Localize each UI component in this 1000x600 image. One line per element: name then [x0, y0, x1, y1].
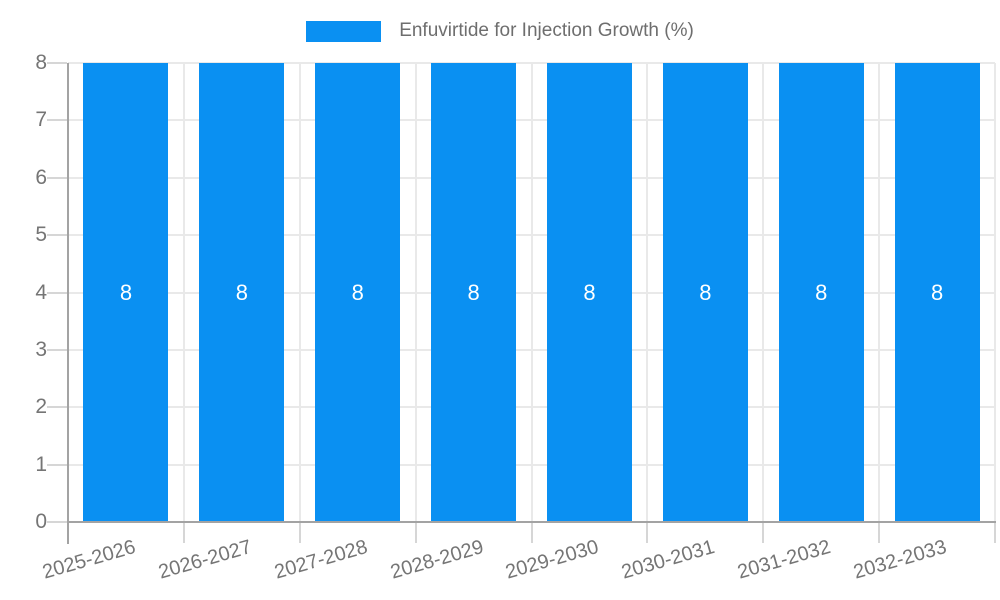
bar-value-label: 8: [815, 279, 828, 305]
y-tick-label: 5: [35, 223, 47, 247]
x-axis-tick: [762, 523, 765, 543]
bar-value-label: 8: [119, 279, 133, 305]
y-tick-label: 4: [35, 280, 47, 304]
y-tick-label: 8: [35, 51, 47, 74]
y-axis-tick: [47, 463, 67, 466]
bar[interactable]: [778, 63, 864, 522]
y-axis-tick: [47, 62, 67, 64]
gridline-vertical: [762, 63, 765, 522]
y-axis-tick: [47, 119, 67, 122]
y-tick-label: 7: [35, 108, 47, 132]
gridline-vertical: [298, 63, 301, 522]
bar[interactable]: [662, 63, 748, 522]
bar-value-label: 8: [583, 279, 596, 305]
bar-value-label: 8: [351, 279, 364, 305]
x-axis-tick: [530, 523, 533, 543]
y-axis-tick: [47, 176, 67, 179]
gridline-vertical: [414, 63, 417, 522]
gridline-vertical: [530, 63, 533, 522]
bar[interactable]: [894, 63, 980, 522]
legend-swatch: [306, 20, 382, 42]
bar-value-label: 8: [930, 279, 944, 305]
bar[interactable]: [199, 63, 285, 522]
bar[interactable]: [431, 63, 517, 522]
y-axis-tick: [47, 348, 67, 351]
y-axis-tick: [47, 291, 67, 294]
y-tick-label: 0: [35, 510, 47, 533]
bar[interactable]: [83, 63, 169, 522]
bar-value-label: 8: [235, 279, 248, 305]
x-axis-tick: [994, 523, 996, 543]
y-axis-tick: [47, 406, 67, 409]
y-tick-label: 3: [35, 337, 47, 361]
y-tick-label: 6: [35, 165, 47, 189]
bar-value-label: 8: [467, 279, 480, 305]
x-axis-tick: [878, 523, 881, 543]
x-axis-tick: [414, 523, 417, 543]
x-axis-tick: [646, 523, 649, 543]
y-tick-label: 2: [35, 395, 47, 419]
x-axis-tick: [182, 523, 185, 543]
legend-label: Enfuvirtide for Injection Growth (%): [399, 20, 694, 41]
y-axis-line: [67, 63, 69, 544]
gridline-vertical: [878, 63, 881, 522]
y-axis-tick: [47, 234, 67, 237]
x-axis-tick: [298, 523, 301, 543]
gridline-vertical: [994, 63, 996, 522]
y-axis-tick: [47, 521, 67, 523]
bar[interactable]: [546, 63, 632, 522]
gridline-vertical: [646, 63, 649, 522]
bar-value-label: 8: [699, 279, 712, 305]
gridline-vertical: [182, 63, 185, 522]
chart-legend[interactable]: Enfuvirtide for Injection Growth (%): [0, 20, 1000, 42]
y-tick-label: 1: [35, 452, 47, 476]
x-axis-line: [67, 521, 996, 523]
bar[interactable]: [315, 63, 401, 522]
